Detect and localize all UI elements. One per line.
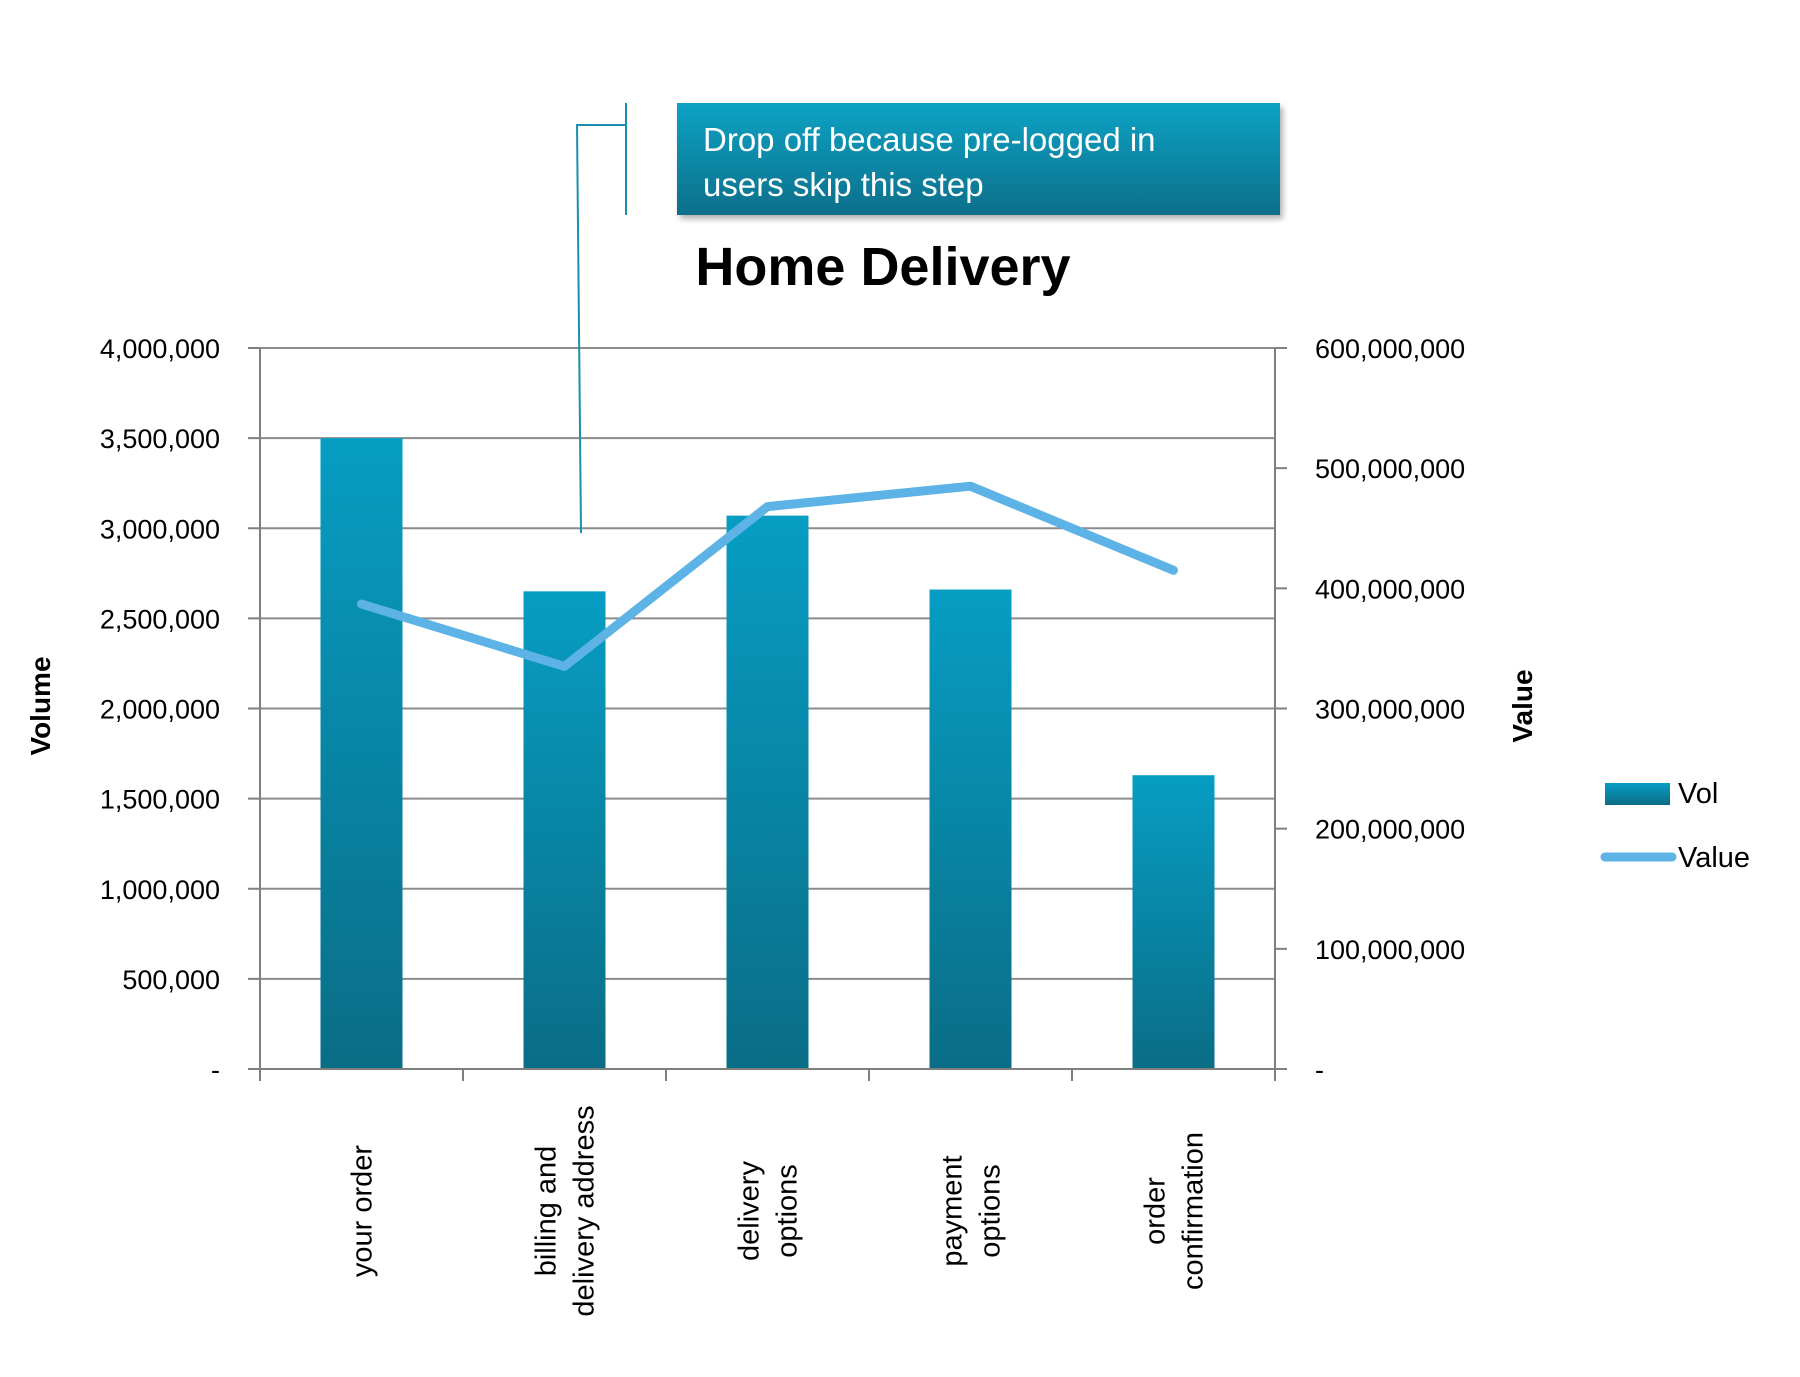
annotation-callout: Drop off because pre-logged in users ski… <box>575 103 1280 534</box>
x-tick-label: delivery options <box>734 1161 804 1261</box>
x-tick-label-line: delivery address <box>569 1105 601 1316</box>
bar-vol-2 <box>523 591 606 1069</box>
axes <box>248 347 1287 1081</box>
category-labels: your order billing and delivery address del… <box>347 1105 1210 1316</box>
y-tick-label: 3,000,000 <box>100 514 220 544</box>
bar-vol-4 <box>929 589 1012 1069</box>
y2-tick-label: 600,000,000 <box>1315 334 1465 364</box>
y-tick-label: 2,500,000 <box>100 604 220 634</box>
bar-vol-3 <box>726 515 809 1069</box>
y2-tick-label: 200,000,000 <box>1315 815 1465 845</box>
y-axis-title: Volume <box>25 656 56 755</box>
x-tick-label-line: delivery <box>734 1161 766 1261</box>
x-tick-label-line: options <box>975 1164 1007 1258</box>
y-tick-label: - <box>211 1055 220 1085</box>
x-tick-label: payment options <box>937 1155 1007 1266</box>
x-tick-label-line: confirmation <box>1178 1132 1210 1290</box>
y-tick-label: 3,500,000 <box>100 424 220 454</box>
x-tick-label-line: options <box>772 1164 804 1258</box>
x-tick-label: your order <box>347 1145 379 1278</box>
x-tick-label-line: payment <box>937 1155 969 1266</box>
bar-vol-1 <box>320 438 403 1069</box>
y-tick-label: 4,000,000 <box>100 334 220 364</box>
bars <box>320 438 1215 1069</box>
y-tick-label: 500,000 <box>122 965 220 995</box>
bar-vol-5 <box>1132 775 1215 1069</box>
y2-tick-label: 500,000,000 <box>1315 454 1465 484</box>
x-tick-label: order confirmation <box>1140 1132 1210 1290</box>
callout-box <box>677 103 1280 215</box>
x-tick-label-line: your order <box>347 1145 379 1278</box>
legend-label-value: Value <box>1678 842 1750 874</box>
callout-text-line-2: users skip this step <box>703 166 984 203</box>
y2-tick-label: 100,000,000 <box>1315 935 1465 965</box>
legend: Vol Value <box>1600 778 1750 874</box>
legend-label-vol: Vol <box>1678 778 1718 810</box>
callout-text-line-1: Drop off because pre-logged in <box>703 121 1156 158</box>
legend-swatch-vol <box>1605 783 1670 805</box>
callout-connector <box>575 103 627 534</box>
value-line <box>357 481 1178 671</box>
x-tick-label-line: order <box>1140 1177 1172 1245</box>
x-tick-label-line: billing and <box>531 1146 563 1277</box>
x-tick-label: billing and delivery address <box>531 1105 601 1316</box>
y-tick-label: 2,000,000 <box>100 695 220 725</box>
y2-tick-label: 400,000,000 <box>1315 574 1465 604</box>
chart-title: Home Delivery <box>695 237 1070 297</box>
y2-tick-label: - <box>1315 1055 1324 1085</box>
y-tick-label: 1,000,000 <box>100 875 220 905</box>
y2-tick-label: 300,000,000 <box>1315 695 1465 725</box>
y2-axis-title: Value <box>1507 669 1538 742</box>
tick-labels: - 500,000 1,000,000 1,500,000 2,000,000 2,500… <box>100 334 1465 1085</box>
y-tick-label: 1,500,000 <box>100 785 220 815</box>
